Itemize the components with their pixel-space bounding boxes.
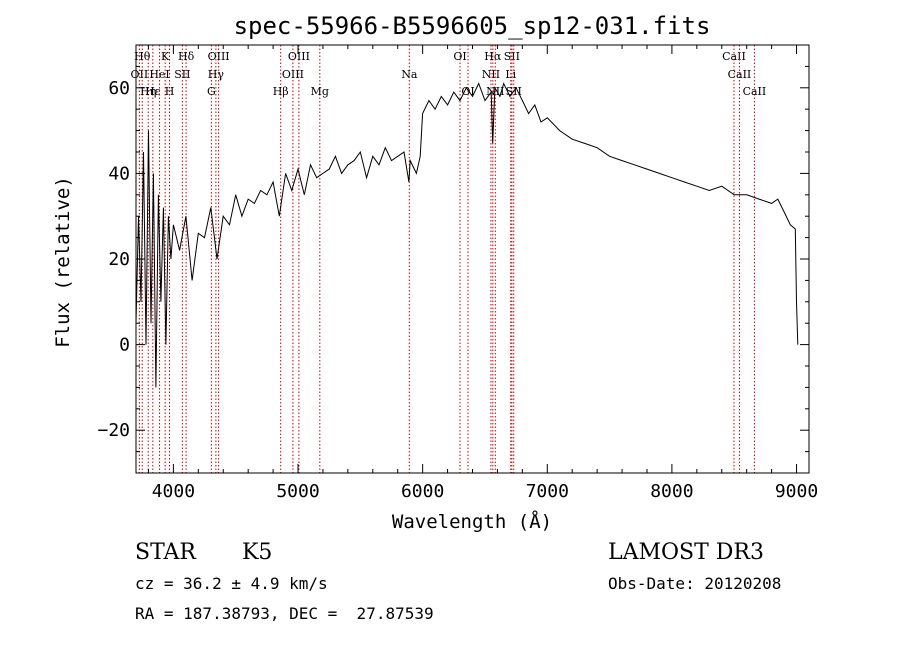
line-label-22: Li bbox=[505, 68, 516, 81]
object-class: STAR bbox=[135, 540, 196, 565]
x-tick-label-4: 8000 bbox=[650, 481, 693, 502]
line-label-19: NII bbox=[482, 68, 500, 81]
y-tick-label-0: −20 bbox=[97, 420, 130, 441]
line-label-10: Hγ bbox=[208, 68, 225, 81]
line-label-23: SII bbox=[504, 50, 520, 63]
line-label-8: Hδ bbox=[178, 50, 195, 63]
axis-ticks: 4000 5000 6000 7000 8000 9000 −20 0 20 40 60 bbox=[97, 44, 818, 502]
object-subclass: K5 bbox=[242, 540, 273, 565]
y-axis-label: Flux (relative) bbox=[52, 176, 74, 348]
chart-title: spec-55966-B5596605_sp12-031.fits bbox=[234, 12, 711, 40]
x-tick-label-0: 4000 bbox=[152, 481, 195, 502]
line-label-7: SII bbox=[174, 68, 190, 81]
coordinates: RA = 187.38793, DEC = 27.87539 bbox=[135, 604, 434, 623]
survey-name: LAMOST DR3 bbox=[608, 540, 764, 565]
flux-series-line bbox=[135, 82, 799, 388]
line-label-4: HeI bbox=[149, 68, 169, 81]
line-label-15: Mg bbox=[311, 85, 329, 98]
line-label-6: H bbox=[165, 85, 175, 98]
y-tick-label-1: 0 bbox=[119, 335, 130, 356]
line-label-0: OII bbox=[131, 68, 149, 81]
obs-date: Obs-Date: 20120208 bbox=[608, 574, 782, 593]
line-label-20: Hα bbox=[484, 50, 502, 63]
line-label-11: OIII bbox=[208, 50, 230, 63]
x-axis-label: Wavelength (Å) bbox=[392, 510, 552, 533]
line-label-16: Na bbox=[401, 68, 418, 81]
line-label-27: CaII bbox=[743, 85, 767, 98]
x-tick-label-5: 9000 bbox=[775, 481, 818, 502]
redshift-readout: cz = 36.2 ± 4.9 km/s bbox=[135, 574, 328, 593]
line-label-17: OI bbox=[453, 50, 466, 63]
line-label-9: G bbox=[207, 85, 216, 98]
line-label-13: OIII bbox=[282, 68, 304, 81]
y-tick-label-3: 40 bbox=[108, 163, 130, 184]
line-label-1: Hθ bbox=[134, 50, 151, 63]
line-label-12: Hβ bbox=[273, 85, 289, 98]
plot-frame bbox=[135, 44, 810, 474]
line-label-25: CaII bbox=[722, 50, 746, 63]
line-label-14: OIII bbox=[288, 50, 310, 63]
emission-lines: OIIHθHηHεHeIKHSIIHδGHγOIIIHβOIIIOIIIMgNa… bbox=[131, 45, 767, 473]
x-tick-label-3: 7000 bbox=[526, 481, 569, 502]
y-tick-label-4: 60 bbox=[108, 78, 130, 99]
line-label-26: CaII bbox=[728, 68, 752, 81]
line-label-5: K bbox=[161, 50, 170, 63]
x-tick-label-1: 5000 bbox=[276, 481, 319, 502]
y-tick-label-2: 20 bbox=[108, 249, 130, 270]
line-label-3: Hε bbox=[145, 85, 161, 98]
x-tick-label-2: 6000 bbox=[401, 481, 444, 502]
